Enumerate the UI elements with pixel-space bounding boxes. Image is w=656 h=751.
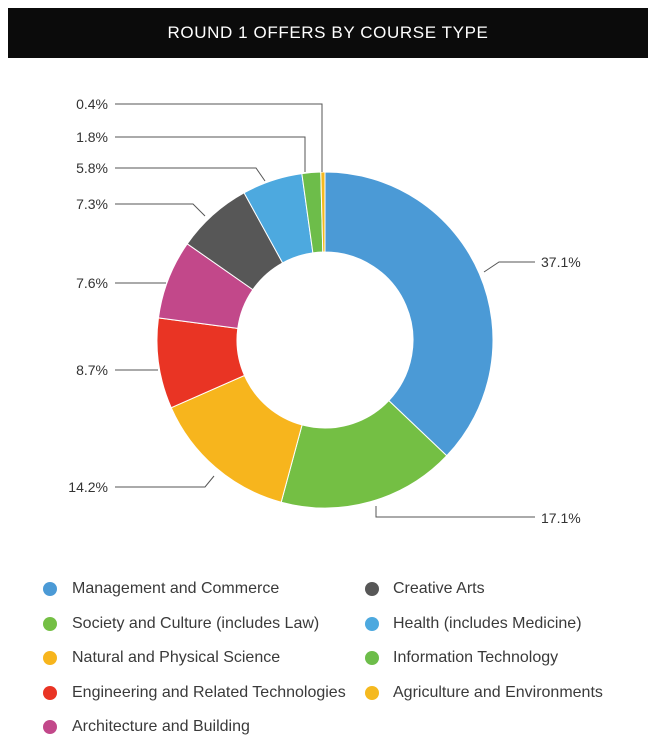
leader-line-management-and-commerce (483, 261, 535, 273)
legend-item-health: Health (includes Medicine) (365, 607, 582, 641)
leader-line-information-technology (115, 136, 306, 172)
donut-chart: 37.1% 17.1% 14.2% 8.7% 7.6% 7.3% 5.8% 1.8% 0.4% (68, 96, 580, 526)
data-label-health: 5.8% (76, 160, 108, 176)
legend-swatch (43, 685, 57, 700)
leader-lines (115, 103, 535, 518)
legend-label: Engineering and Related Technologies (72, 683, 346, 701)
legend-item-agriculture-and-environments: Agriculture and Environments (365, 676, 603, 710)
legend-item-management-and-commerce: Management and Commerce (43, 572, 279, 606)
legend-label: Health (includes Medicine) (393, 614, 582, 632)
leader-line-natural-and-physical-science (115, 475, 215, 488)
data-label-information-technology: 1.8% (76, 129, 108, 145)
data-label-agriculture-and-environments: 0.4% (76, 96, 108, 112)
leader-line-society-and-culture (375, 506, 535, 518)
legend-label: Architecture and Building (72, 718, 250, 735)
slice-management-and-commerce (324, 171, 494, 457)
legend-swatch (365, 582, 379, 596)
slice-agriculture-and-environments (320, 171, 326, 253)
data-label-management-and-commerce: 37.1% (541, 254, 581, 270)
legend-label: Management and Commerce (72, 580, 280, 597)
title-bar: ROUND 1 OFFERS BY COURSE TYPE (8, 8, 648, 58)
legend-swatch (43, 616, 57, 631)
data-label-architecture-and-building: 7.6% (76, 275, 108, 291)
chart-title: ROUND 1 OFFERS BY COURSE TYPE (167, 23, 489, 42)
legend-swatch (365, 685, 379, 700)
legend-item-society-and-culture: Society and Culture (includes Law) (43, 607, 319, 641)
legend-swatch (43, 651, 57, 665)
legend-item-architecture-and-building: Architecture and Building (43, 710, 250, 744)
leader-line-creative-arts (115, 203, 206, 217)
data-label-society-and-culture: 17.1% (541, 510, 581, 526)
data-labels: 37.1% 17.1% 14.2% 8.7% 7.6% 7.3% 5.8% 1.8% 0.4% (68, 96, 580, 526)
legend-swatch (365, 616, 379, 631)
donut-slices (156, 171, 494, 509)
data-label-engineering-and-related-technologies: 8.7% (76, 362, 108, 378)
legend-swatch (365, 651, 379, 665)
legend-item-engineering-and-related-technologies: Engineering and Related Technologies (43, 676, 346, 710)
legend-label: Creative Arts (393, 580, 485, 597)
legend-item-natural-and-physical-science: Natural and Physical Science (43, 641, 280, 675)
legend-label: Information Technology (393, 649, 559, 666)
legend-item-creative-arts: Creative Arts (365, 572, 485, 606)
legend-item-information-technology: Information Technology (365, 641, 558, 675)
data-label-natural-and-physical-science: 14.2% (68, 479, 108, 495)
leader-line-agriculture-and-environments (115, 103, 323, 172)
legend-label: Natural and Physical Science (72, 649, 281, 666)
legend-label: Society and Culture (includes Law) (72, 614, 320, 632)
leader-line-health (115, 167, 266, 182)
legend-swatch (43, 720, 57, 734)
legend-label: Agriculture and Environments (393, 683, 603, 701)
legend-swatch (43, 582, 57, 596)
data-label-creative-arts: 7.3% (76, 196, 108, 212)
